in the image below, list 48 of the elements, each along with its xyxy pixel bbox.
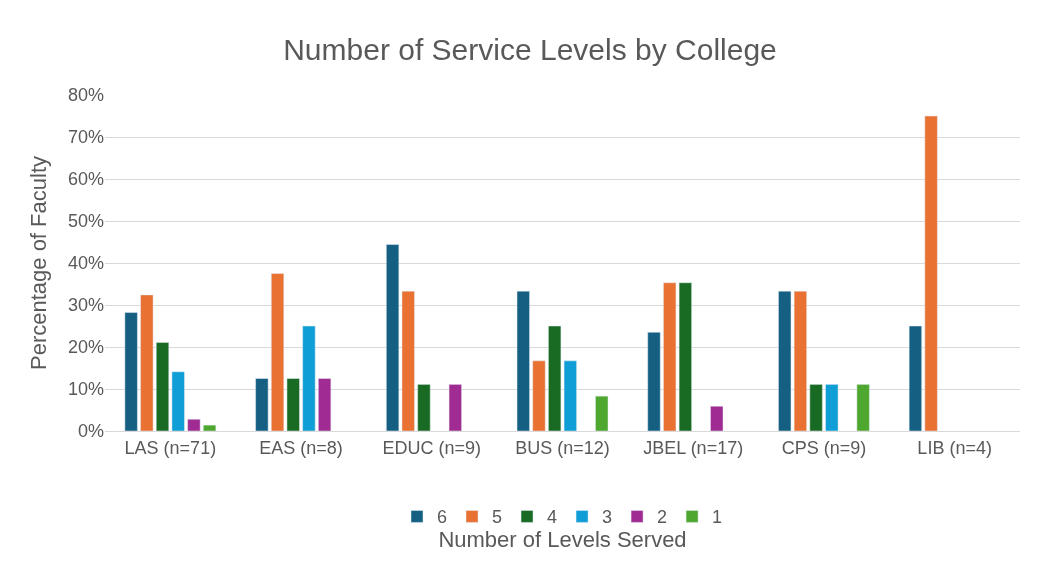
y-tick-label: 70% (67, 127, 104, 148)
bar (710, 405, 724, 431)
bar (595, 395, 609, 431)
y-tick-label: 20% (67, 337, 104, 358)
bar (155, 342, 170, 431)
y-tick-label: 40% (67, 253, 104, 274)
legend-label: 6 (437, 507, 448, 528)
legend-label: 3 (602, 507, 613, 528)
chart-title: Number of Service Levels by College (283, 33, 777, 67)
legend-label: 4 (547, 507, 558, 528)
bar (171, 371, 185, 431)
legend-label: 1 (712, 507, 723, 528)
bar (856, 384, 870, 431)
bar (647, 332, 661, 431)
bar (140, 294, 154, 431)
y-tick-label: 80% (67, 85, 104, 106)
y-tick-label: 10% (67, 379, 104, 400)
y-tick-label: 0% (77, 421, 104, 442)
bar (271, 273, 285, 431)
bar (825, 384, 839, 431)
bar (532, 360, 546, 431)
y-tick-label: 60% (67, 169, 104, 190)
bar (187, 418, 201, 431)
bar (124, 312, 138, 431)
x-tick-label: CPS (n=9) (781, 437, 867, 458)
x-tick-label: EAS (n=8) (259, 437, 343, 458)
y-tick-label: 50% (67, 211, 104, 232)
x-tick-label: LIB (n=4) (917, 437, 992, 458)
y-axis-title: Percentage of Faculty (25, 155, 51, 371)
x-tick-label: BUS (n=12) (515, 437, 610, 458)
legend-label: 5 (492, 507, 503, 528)
bar (417, 384, 431, 431)
bar (924, 115, 938, 431)
bar (255, 378, 269, 431)
bar (203, 424, 217, 431)
bar (516, 290, 530, 431)
bar (908, 325, 922, 431)
bar (809, 384, 823, 431)
legend-label: 2 (657, 507, 668, 528)
bar (318, 378, 332, 431)
bar (448, 384, 462, 431)
x-tick-label: EDUC (n=9) (382, 437, 482, 458)
x-axis-title: Number of Levels Served (438, 527, 687, 553)
bar (286, 378, 300, 431)
x-tick-label: JBEL (n=17) (643, 437, 744, 458)
x-tick-label: LAS (n=71) (124, 437, 217, 458)
bar (302, 325, 316, 431)
y-tick-label: 30% (67, 295, 104, 316)
